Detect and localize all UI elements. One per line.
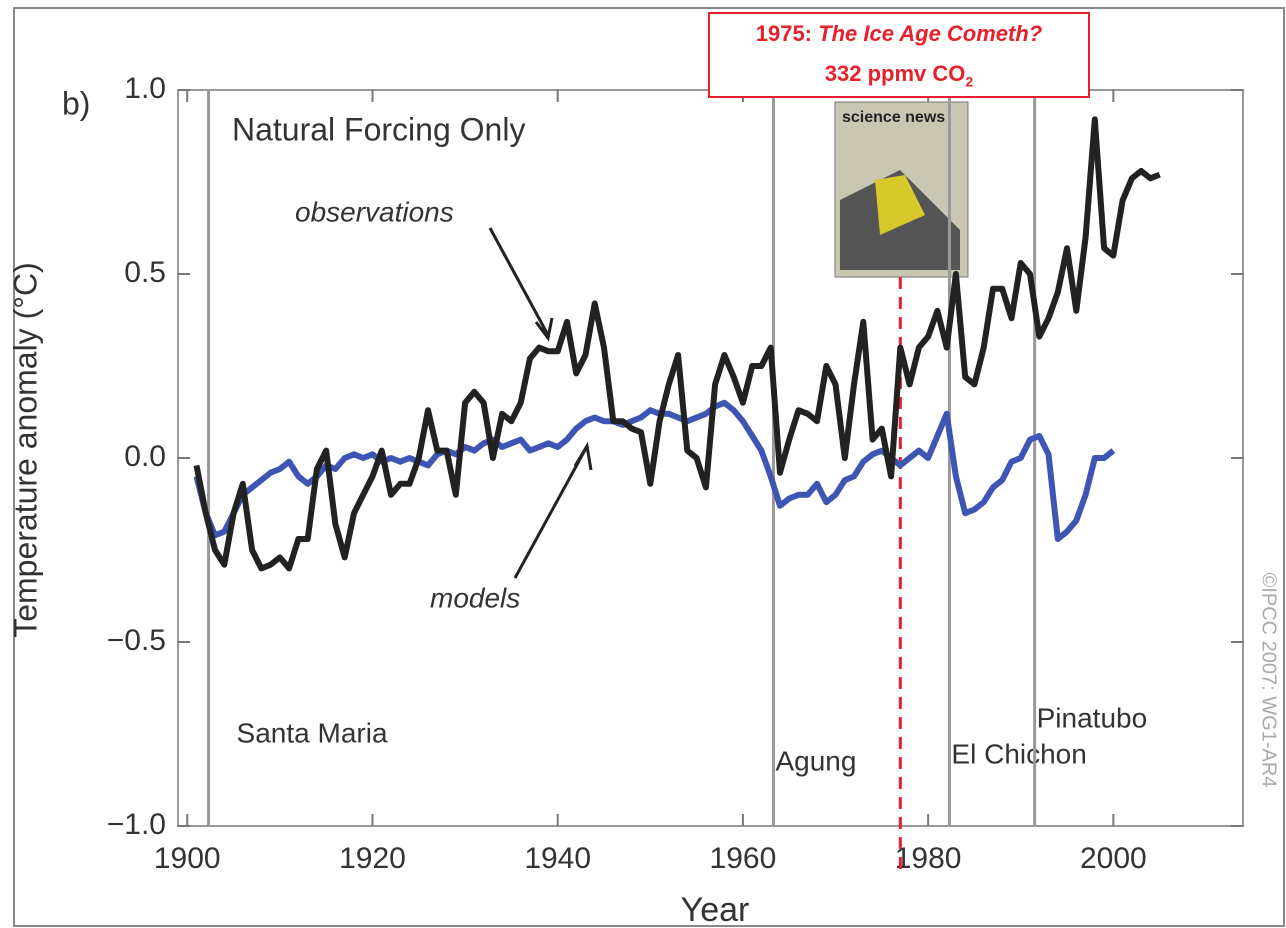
y-axis-label: Temperature anomaly (°C) [7,262,43,638]
x-tick-label: 1940 [524,842,591,875]
annotation-year: 1975: [755,21,813,46]
cover-art [875,175,925,235]
volcano-label: El Chichon [951,738,1086,769]
annotation-line: 332 ppmv CO2 [710,54,1088,94]
series-label: models [430,582,520,613]
credit: ©IPCC 2007: WG1-AR4 [1258,573,1280,788]
series-line [193,399,1116,542]
annotation-co2: 332 ppmv CO [824,61,966,86]
panel-label: b) [62,85,90,121]
annotation-headline: The Ice Age Cometh? [818,21,1043,46]
annotation-subscript: 2 [965,73,974,90]
x-tick-label: 1980 [895,842,962,875]
y-tick-label: 1.0 [124,72,166,105]
volcano-label: Pinatubo [1037,702,1148,733]
series-line [193,116,1161,572]
cover: science news [834,101,969,278]
x-axis-label: Year [681,891,750,928]
x-tick-label: 1960 [710,842,777,875]
y-tick-label: 0.5 [124,256,166,289]
x-tick-label: 2000 [1080,842,1147,875]
volcano-label: Santa Maria [237,717,388,748]
x-tick-label: 1920 [339,842,406,875]
frame [13,7,1285,927]
series-label: observations [295,196,454,227]
cover-title: science news [842,109,945,126]
chart-title: Natural Forcing Only [232,111,525,147]
y-tick-label: −1.0 [107,808,166,841]
annotation: 1975: The Ice Age Cometh? 332 ppmv CO2 [708,12,1090,98]
y-tick-label: −0.5 [107,624,166,657]
volcano-label: Agung [775,745,856,776]
x-tick-label: 1900 [154,842,221,875]
arrow [488,227,554,342]
arrow [513,441,593,579]
annotation-line: 1975: The Ice Age Cometh? [710,14,1088,54]
y-tick-label: 0.0 [124,440,166,473]
